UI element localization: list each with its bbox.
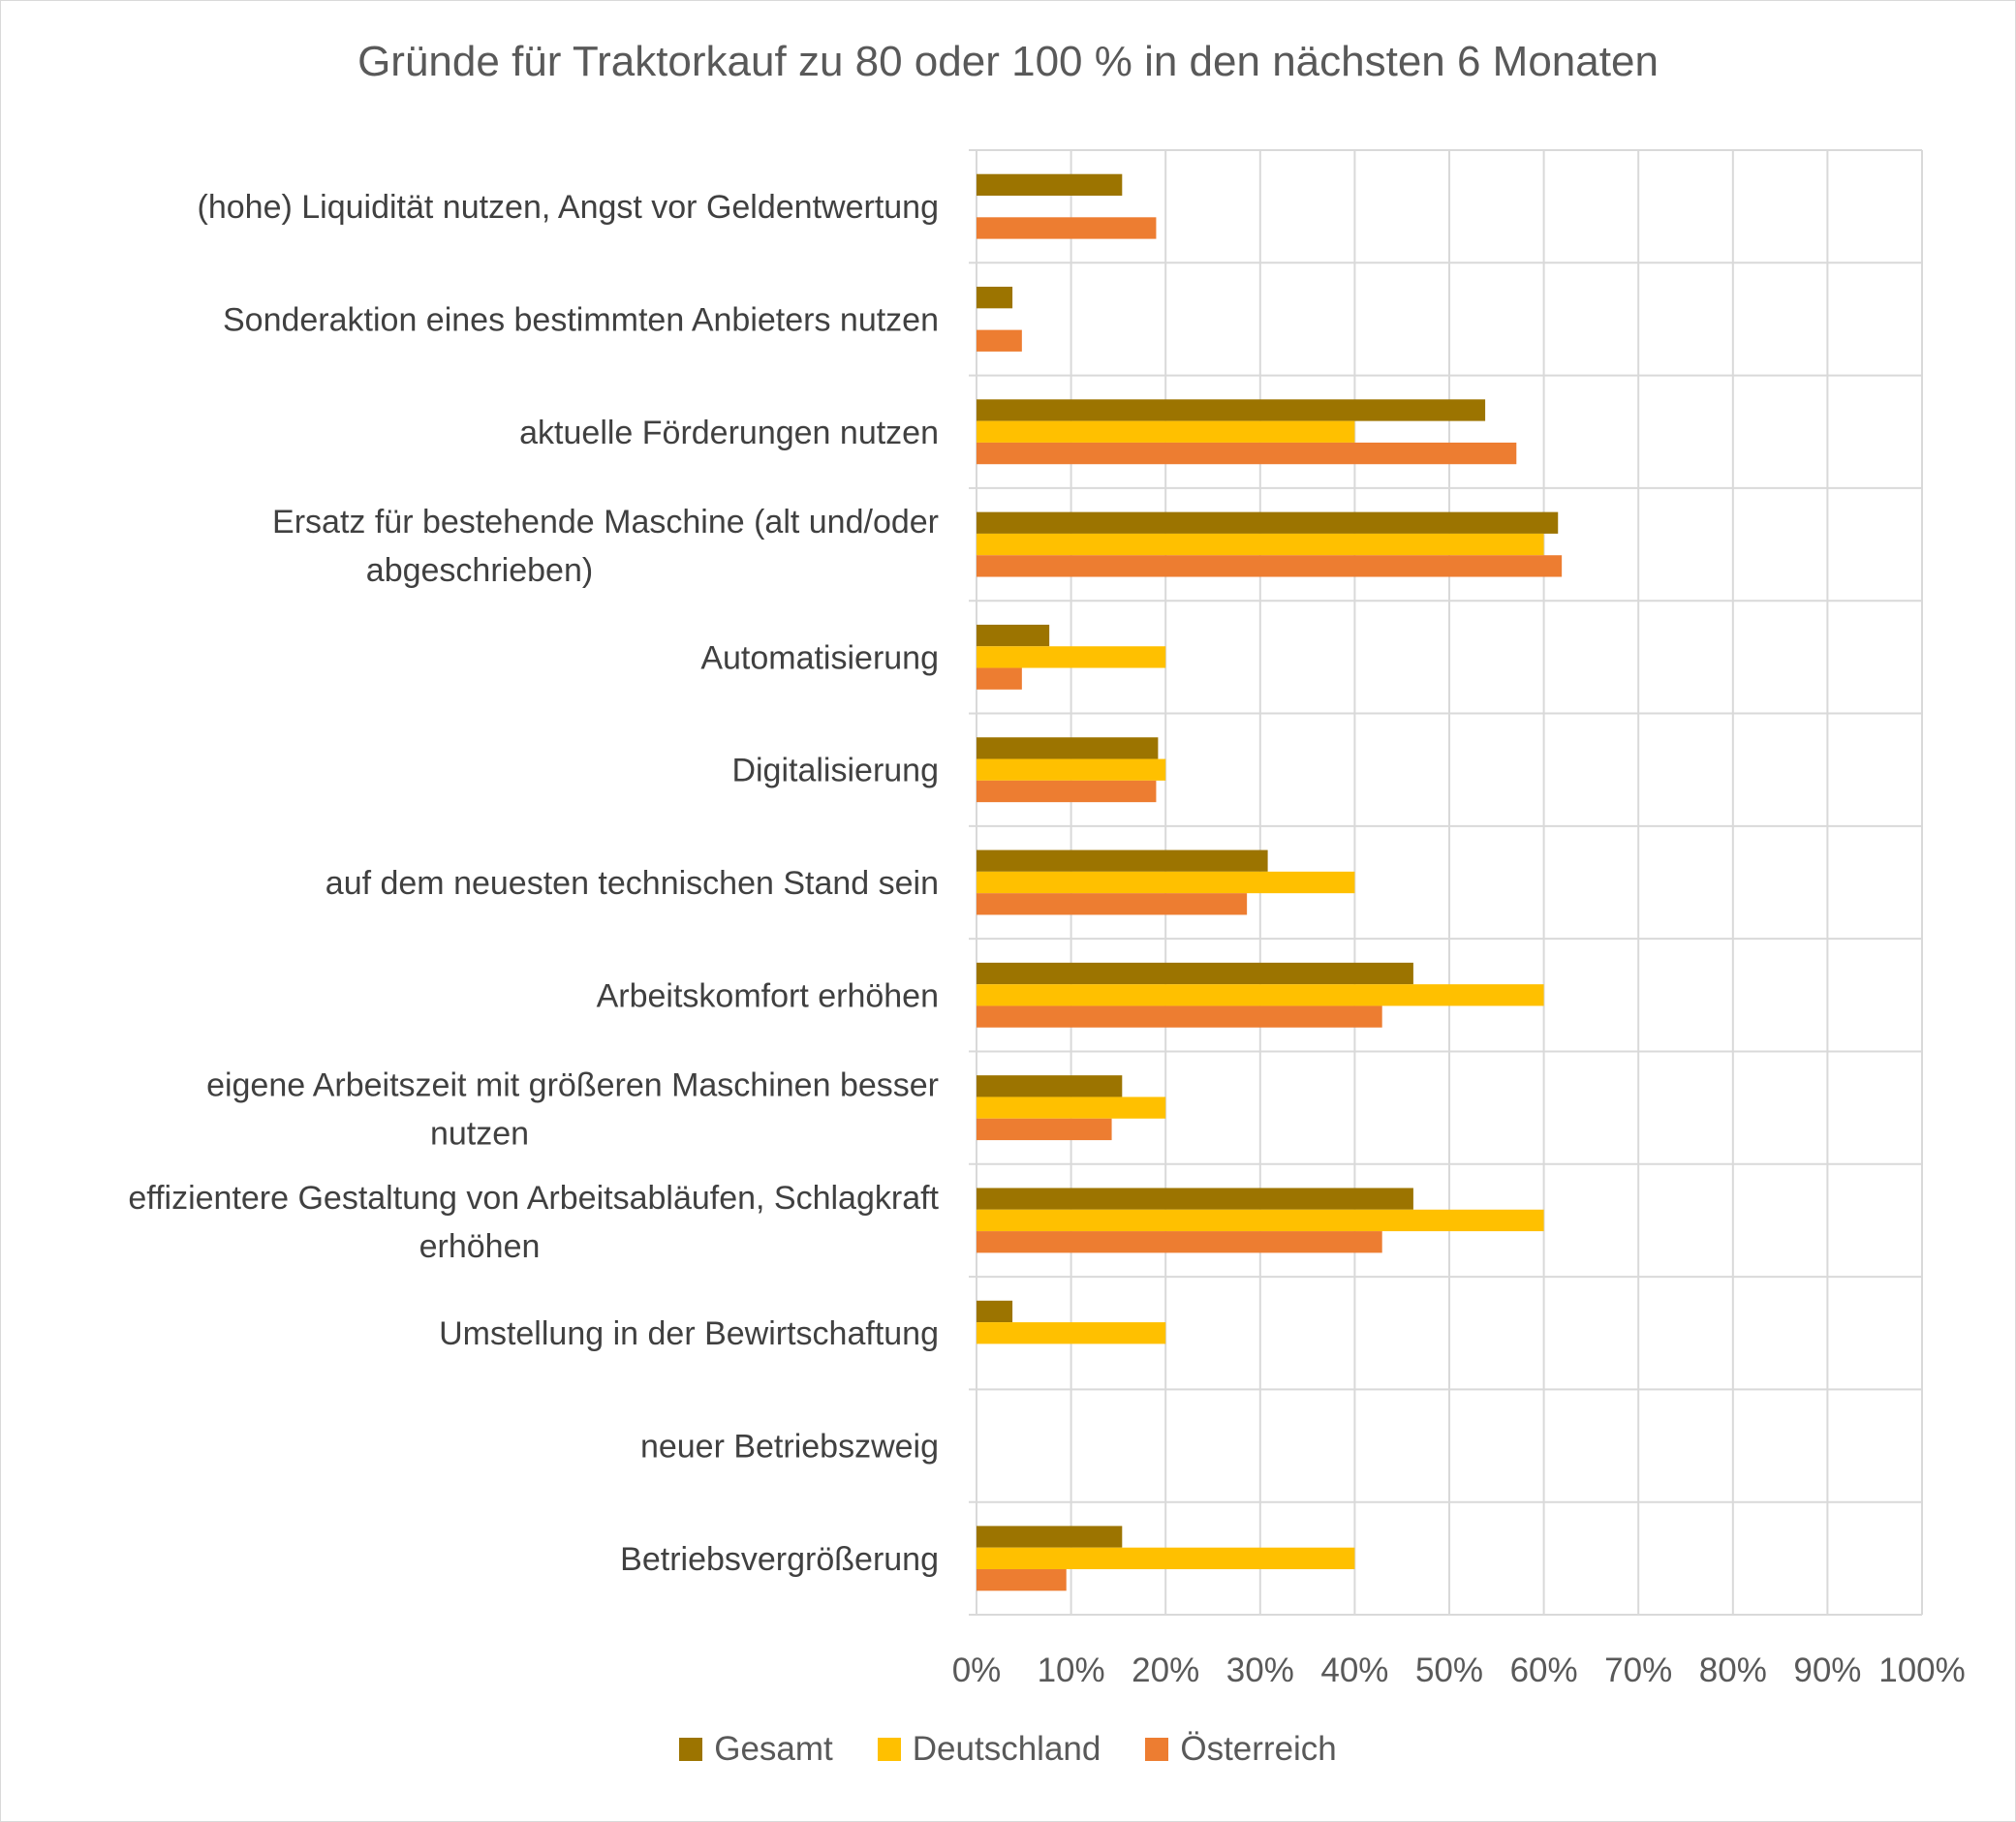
legend-swatch bbox=[679, 1738, 703, 1761]
category-label: Automatisierung bbox=[700, 639, 939, 676]
x-tick-label: 40% bbox=[1320, 1652, 1388, 1689]
bar bbox=[977, 533, 1544, 556]
bar bbox=[977, 1322, 1166, 1344]
x-tick-label: 50% bbox=[1415, 1652, 1483, 1689]
bar bbox=[977, 646, 1166, 668]
category-label: (hohe) Liquidität nutzen, Angst vor Geld… bbox=[198, 189, 939, 226]
bar bbox=[977, 1547, 1355, 1569]
category-label: Sonderaktion eines bestimmten Anbieters … bbox=[223, 301, 939, 338]
legend-label: Deutschland bbox=[912, 1730, 1101, 1768]
legend-label: Österreich bbox=[1180, 1730, 1337, 1768]
category-label: nutzen bbox=[430, 1116, 529, 1153]
category-label: Arbeitskomfort erhöhen bbox=[597, 977, 939, 1014]
bar bbox=[977, 624, 1050, 647]
x-tick-label: 100% bbox=[1878, 1652, 1966, 1689]
category-label: erhöhen bbox=[419, 1228, 541, 1265]
category-label: Umstellung in der Bewirtschaftung bbox=[439, 1315, 939, 1352]
category-label: aktuelle Förderungen nutzen bbox=[519, 415, 939, 451]
plot-area: (hohe) Liquidität nutzen, Angst vor Geld… bbox=[128, 149, 1966, 1689]
bar bbox=[977, 962, 1413, 985]
bar bbox=[977, 1096, 1166, 1119]
category-label: effizientere Gestaltung von Arbeitsabläu… bbox=[128, 1180, 939, 1217]
bar bbox=[977, 1526, 1123, 1548]
category-label: auf dem neuesten technischen Stand sein bbox=[326, 865, 939, 902]
bar bbox=[977, 893, 1248, 915]
bar bbox=[977, 849, 1268, 872]
legend-item: Österreich bbox=[1145, 1730, 1337, 1769]
category-label: eigene Arbeitszeit mit größeren Maschine… bbox=[206, 1067, 939, 1104]
x-tick-label: 10% bbox=[1038, 1652, 1105, 1689]
bar bbox=[977, 511, 1559, 534]
legend-item: Gesamt bbox=[679, 1730, 833, 1769]
category-label: neuer Betriebszweig bbox=[640, 1429, 939, 1466]
category-label: Digitalisierung bbox=[731, 753, 939, 789]
bar bbox=[977, 780, 1157, 803]
legend-label: Gesamt bbox=[714, 1730, 833, 1768]
category-label: Betriebsvergrößerung bbox=[620, 1541, 939, 1578]
legend-item: Deutschland bbox=[877, 1730, 1101, 1769]
x-tick-label: 20% bbox=[1132, 1652, 1199, 1689]
bar bbox=[977, 1118, 1112, 1141]
bar bbox=[977, 871, 1355, 894]
x-tick-label: 60% bbox=[1510, 1652, 1578, 1689]
legend-swatch bbox=[877, 1738, 901, 1761]
legend-swatch bbox=[1145, 1738, 1169, 1761]
bar bbox=[977, 1188, 1413, 1210]
bar bbox=[977, 1075, 1123, 1097]
x-tick-label: 90% bbox=[1793, 1652, 1861, 1689]
x-tick-label: 70% bbox=[1604, 1652, 1672, 1689]
bar bbox=[977, 1209, 1544, 1232]
bar bbox=[977, 1231, 1382, 1253]
bar bbox=[977, 287, 1013, 309]
x-tick-label: 80% bbox=[1699, 1652, 1767, 1689]
bar bbox=[977, 329, 1022, 352]
bar bbox=[977, 217, 1157, 239]
bar bbox=[977, 737, 1159, 759]
x-tick-label: 30% bbox=[1226, 1652, 1294, 1689]
category-label: Ersatz für bestehende Maschine (alt und/… bbox=[272, 504, 939, 540]
bar bbox=[977, 758, 1166, 781]
bar bbox=[977, 442, 1517, 465]
bar bbox=[977, 1005, 1382, 1028]
category-label: abgeschrieben) bbox=[366, 552, 593, 589]
bar bbox=[977, 667, 1022, 690]
bar bbox=[977, 984, 1544, 1006]
legend: Gesamt Deutschland Österreich bbox=[1, 1730, 2015, 1769]
x-tick-label: 0% bbox=[952, 1652, 1002, 1689]
bar bbox=[977, 1300, 1013, 1323]
bar bbox=[977, 399, 1486, 421]
bar bbox=[977, 1568, 1067, 1591]
bar bbox=[977, 555, 1563, 577]
chart-title: Gründe für Traktorkauf zu 80 oder 100 % … bbox=[357, 38, 1659, 85]
bar bbox=[977, 420, 1355, 443]
bar bbox=[977, 173, 1123, 197]
